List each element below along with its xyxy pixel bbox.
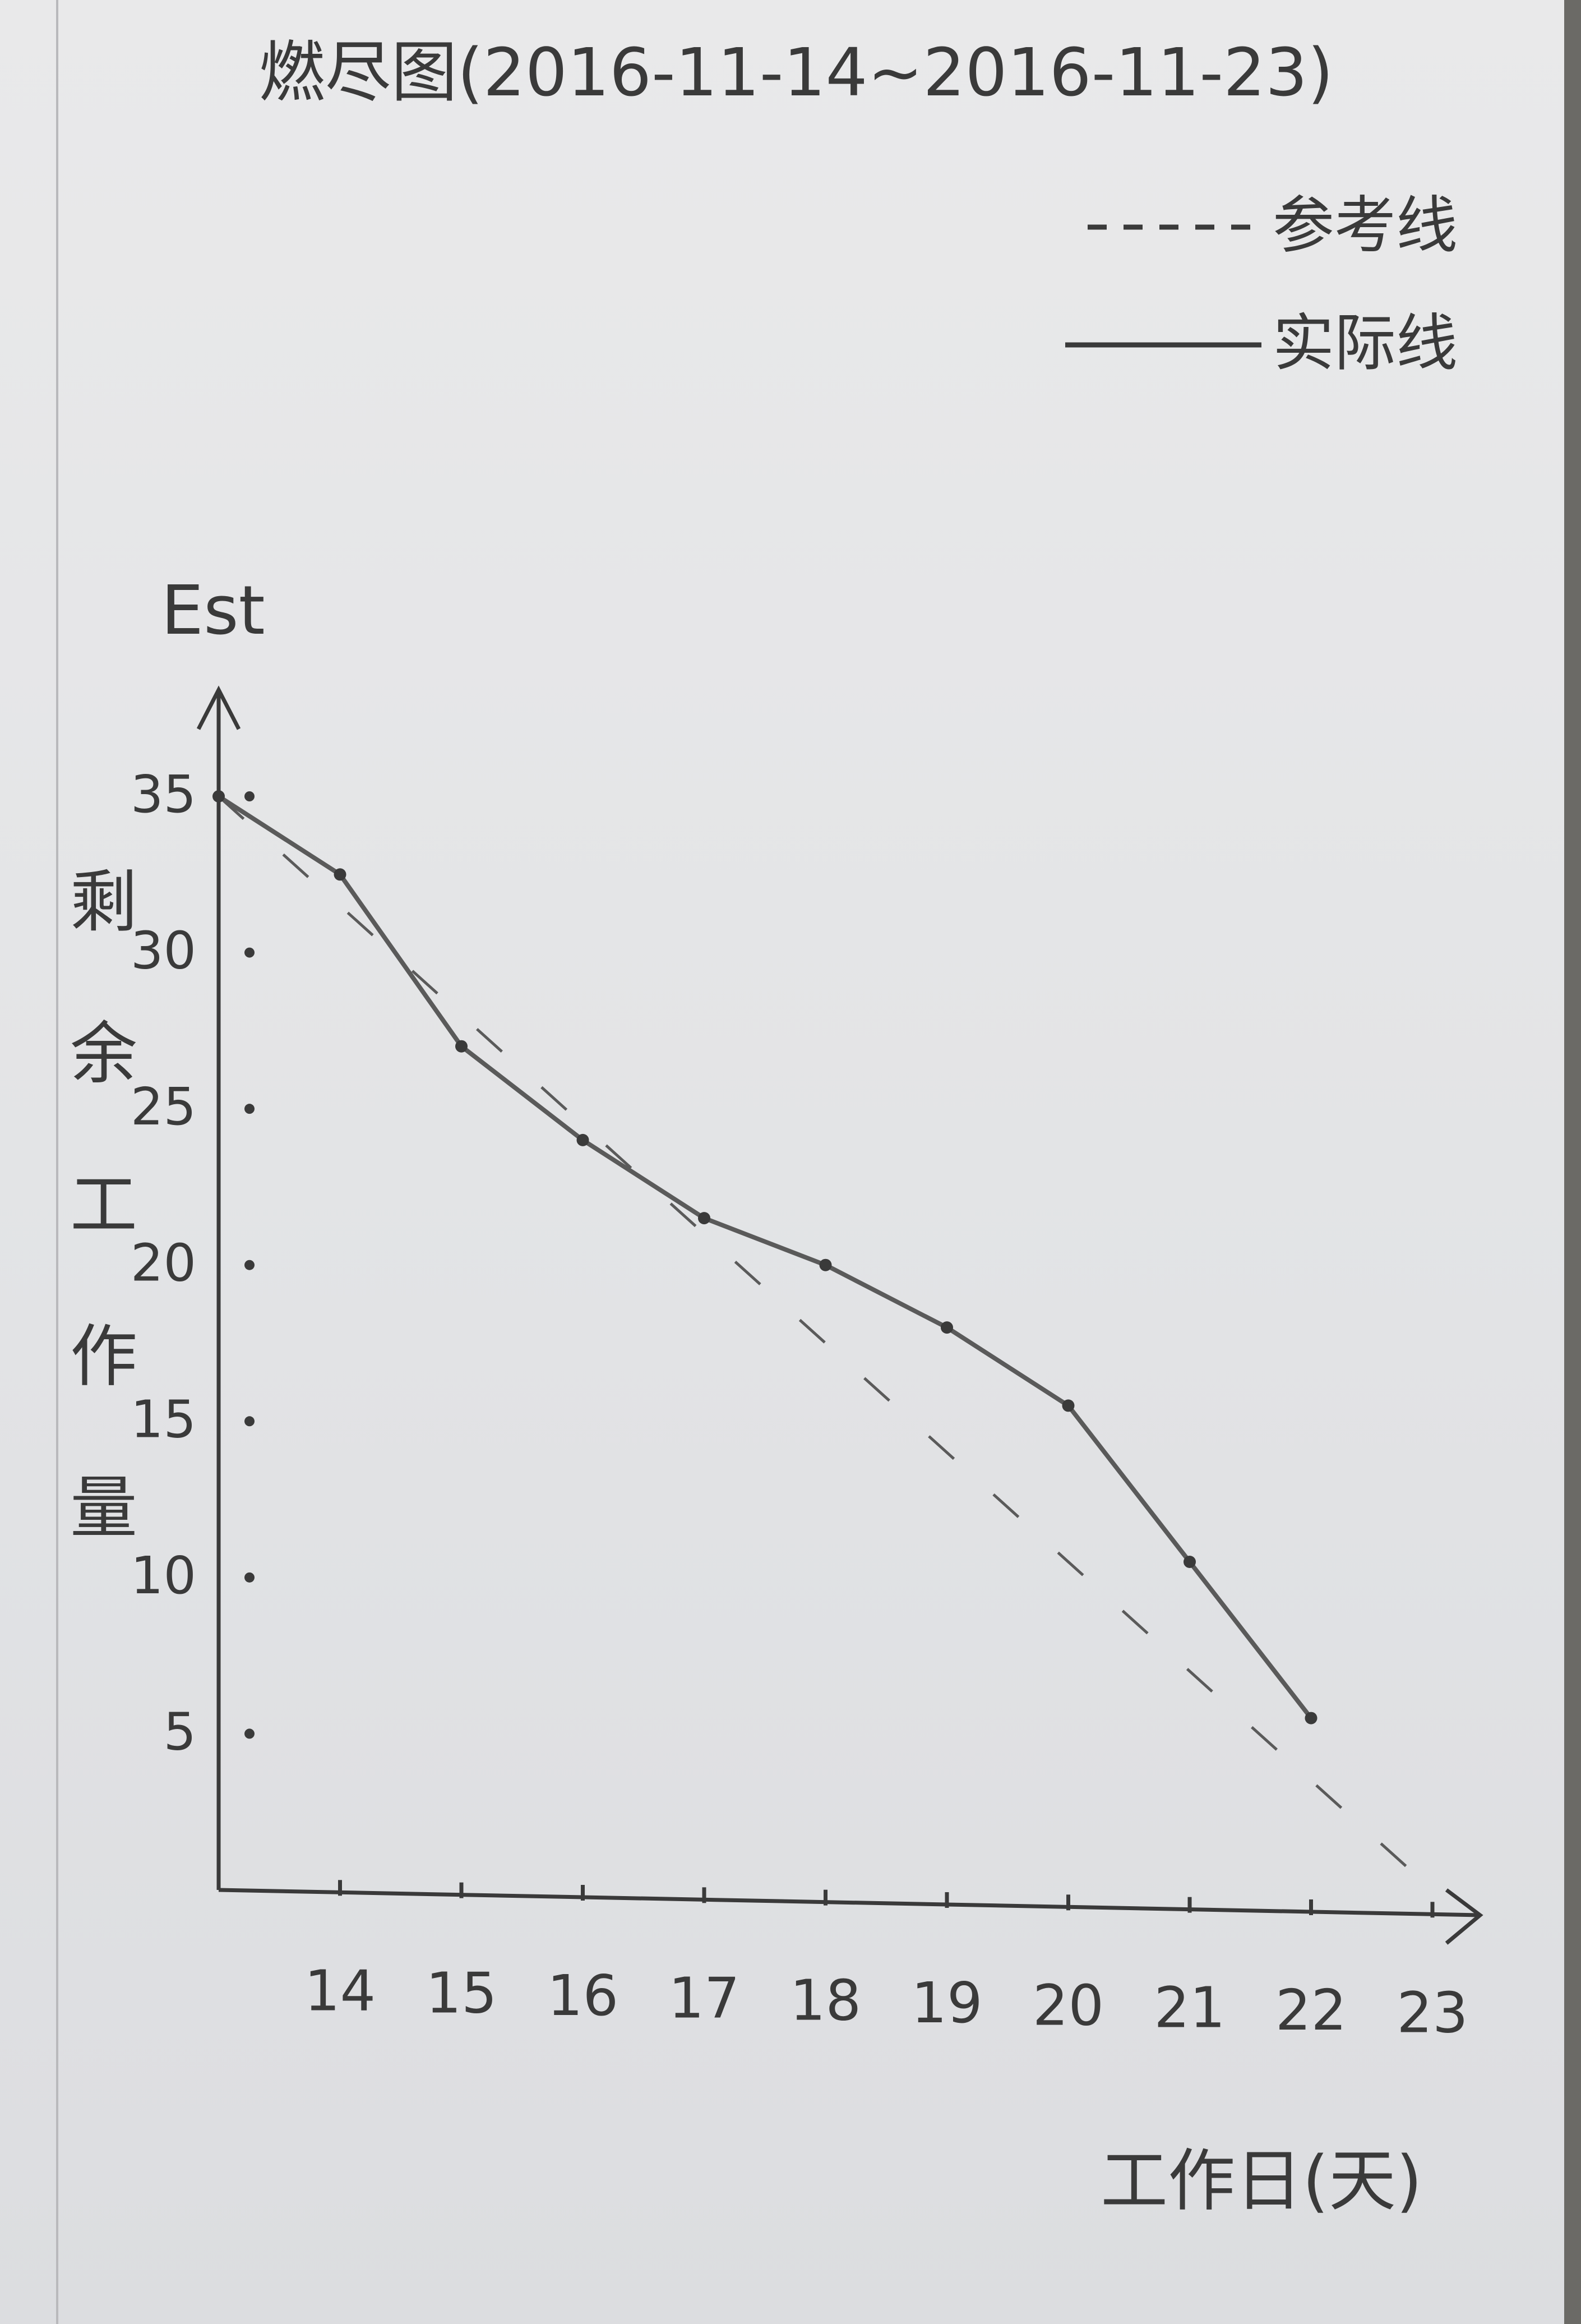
y-tick-label: 20 xyxy=(131,1233,196,1293)
chart-ticks: 14 15 16 17 18 19 20 21 22 23 5 10 15 20 25 30 35 xyxy=(131,764,1468,2045)
actual-point xyxy=(1062,1399,1075,1412)
y-tick-mark xyxy=(244,791,255,801)
actual-point xyxy=(1305,1712,1318,1724)
legend-label-reference: 参考线 xyxy=(1273,190,1458,261)
y-tick-mark xyxy=(244,1728,255,1739)
chart-series xyxy=(212,790,1434,1891)
paper-margin-line xyxy=(56,0,58,2324)
actual-point xyxy=(1184,1556,1196,1568)
x-tick-label: 16 xyxy=(547,1963,618,2028)
x-tick-label: 23 xyxy=(1397,1980,1468,2045)
y-tick-label: 35 xyxy=(131,764,196,824)
x-tick-label: 18 xyxy=(790,1968,861,2034)
x-axis-arrow xyxy=(1445,1888,1483,1945)
chart-title: 燃尽图(2016-11-14~2016-11-23) xyxy=(259,34,1333,111)
chart-axes xyxy=(196,685,1483,1945)
x-tick-label: 14 xyxy=(304,1958,376,2023)
actual-point xyxy=(334,868,346,881)
actual-point xyxy=(576,1133,589,1146)
y-tick-mark xyxy=(244,947,255,958)
x-axis-line xyxy=(218,1888,1481,1917)
reference-line xyxy=(218,795,1434,1891)
y-tick-label: 30 xyxy=(131,921,196,981)
y-tick-label: 10 xyxy=(131,1546,196,1606)
y-axis-side-label: 剩余工作量 xyxy=(70,864,137,1547)
actual-point xyxy=(455,1040,468,1053)
actual-point xyxy=(819,1258,832,1271)
x-tick-label: 21 xyxy=(1154,1975,1225,2041)
actual-point xyxy=(212,790,225,803)
actual-point xyxy=(941,1321,953,1334)
chart-legend: 参考线 实际线 xyxy=(1065,190,1458,379)
y-tick-label: 15 xyxy=(131,1389,196,1449)
actual-line xyxy=(217,794,1313,1720)
x-axis-title: 工作日(天) xyxy=(1101,2142,1422,2220)
legend-label-actual: 实际线 xyxy=(1273,307,1458,379)
y-tick-mark xyxy=(244,1416,255,1427)
y-axis-arrow xyxy=(196,685,241,730)
y-axis-title: Est xyxy=(161,572,265,650)
y-tick-mark xyxy=(244,1104,255,1114)
x-tick-label: 19 xyxy=(911,1970,982,2036)
y-tick-label: 25 xyxy=(131,1077,196,1137)
y-tick-label: 5 xyxy=(163,1702,196,1762)
x-tick-label: 15 xyxy=(426,1961,497,2026)
y-tick-mark xyxy=(244,1572,255,1583)
x-tick-label: 20 xyxy=(1033,1972,1104,2038)
y-tick-mark xyxy=(244,1260,255,1270)
x-tick-label: 22 xyxy=(1275,1977,1347,2043)
x-tick-label: 17 xyxy=(668,1965,739,2031)
actual-point xyxy=(698,1212,710,1225)
